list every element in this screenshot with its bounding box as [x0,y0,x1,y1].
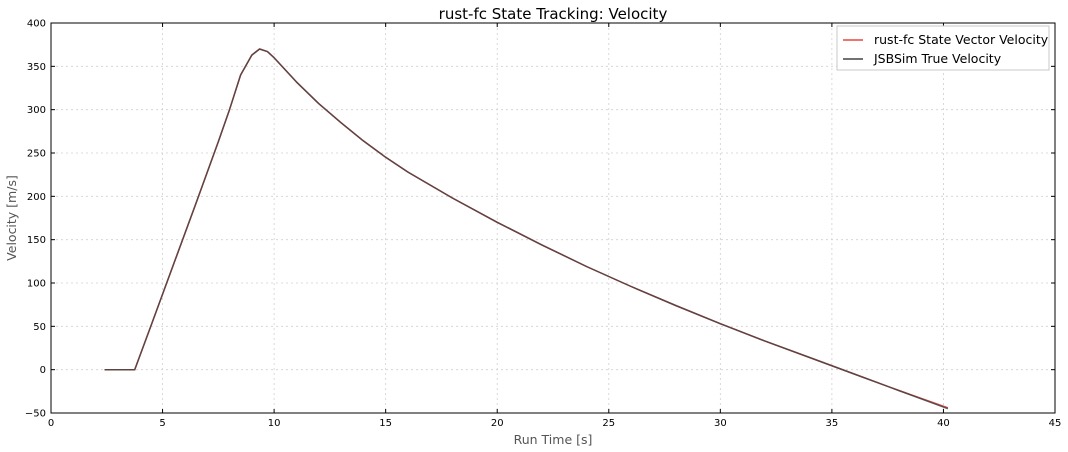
y-tick-label: 0 [40,365,46,376]
x-tick-label: 0 [48,418,54,429]
y-tick-label: 350 [27,62,46,73]
legend-label-state-vector: rust-fc State Vector Velocity [874,32,1049,47]
x-tick-label: 15 [379,418,392,429]
x-tick-label: 40 [937,418,950,429]
series-line-1 [104,48,949,410]
x-tick-label: 45 [1049,418,1062,429]
x-tick-label: 10 [268,418,281,429]
y-tick-label: 400 [27,19,46,30]
y-tick-label: −50 [25,409,46,420]
y-axis-label: Velocity [m/s] [4,175,19,261]
series-layer [104,48,949,410]
y-tick-label: 200 [27,192,46,203]
plot-frame [50,22,1056,414]
x-tick-label: 30 [714,418,727,429]
chart-title: rust-fc State Tracking: Velocity [439,5,668,23]
x-tick-label: 25 [602,418,615,429]
legend: rust-fc State Vector Velocity JSBSim Tru… [836,25,1050,71]
legend-box [836,25,1050,71]
y-tick-label: 100 [27,279,46,290]
tick-layer: 0 5 10 15 20 25 30 35 40 45−500501001502002503003… [25,19,1061,430]
x-tick-label: 35 [826,418,839,429]
grid-layer [51,23,1055,413]
legend-label-jsbsim-true: JSBSim True Velocity [873,51,1002,66]
y-tick-label: 300 [27,105,46,116]
x-tick-label: 20 [491,418,504,429]
y-tick-label: 250 [27,149,46,160]
x-tick-label: 5 [159,418,165,429]
x-axis-label: Run Time [s] [514,432,593,447]
y-tick-label: 50 [33,322,46,333]
y-tick-label: 150 [27,235,46,246]
